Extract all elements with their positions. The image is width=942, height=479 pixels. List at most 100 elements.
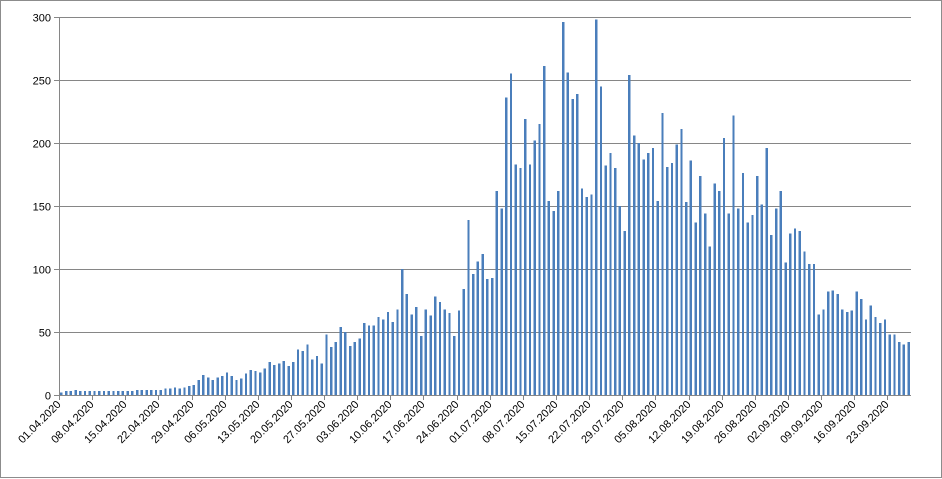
bar bbox=[197, 379, 200, 395]
bar bbox=[325, 334, 328, 395]
bar bbox=[836, 294, 839, 395]
bar bbox=[221, 376, 224, 395]
bar bbox=[609, 153, 612, 395]
bar bbox=[883, 319, 887, 395]
bar bbox=[154, 389, 158, 395]
bar bbox=[694, 222, 697, 395]
bar bbox=[410, 314, 413, 395]
bar bbox=[841, 309, 844, 395]
bar bbox=[902, 344, 906, 395]
bar bbox=[453, 335, 456, 395]
bar bbox=[415, 306, 418, 395]
bar bbox=[268, 362, 271, 395]
bar bbox=[339, 326, 342, 395]
bar bbox=[741, 173, 745, 395]
bar bbox=[448, 313, 451, 395]
bar bbox=[718, 190, 721, 395]
bar bbox=[737, 208, 740, 395]
bar bbox=[348, 345, 352, 395]
bar bbox=[803, 251, 806, 395]
bar bbox=[524, 119, 527, 395]
bar bbox=[481, 253, 484, 395]
bar bbox=[793, 228, 797, 395]
bar bbox=[547, 200, 551, 395]
bar bbox=[845, 311, 849, 395]
bar bbox=[552, 211, 555, 395]
bar bbox=[869, 305, 872, 395]
bar bbox=[651, 148, 655, 395]
bar bbox=[656, 200, 659, 395]
bar bbox=[850, 310, 854, 395]
bar bbox=[83, 391, 87, 395]
bar bbox=[666, 166, 669, 395]
y-tick-label: 200 bbox=[33, 139, 51, 151]
bar bbox=[187, 386, 191, 395]
bar bbox=[107, 391, 110, 395]
bar bbox=[888, 334, 891, 395]
gridlines bbox=[54, 17, 911, 396]
bar bbox=[812, 263, 816, 395]
bar bbox=[254, 371, 257, 395]
bar bbox=[628, 74, 631, 396]
bar bbox=[457, 310, 461, 395]
bar bbox=[855, 291, 858, 395]
y-tick-label: 0 bbox=[45, 391, 51, 403]
bar bbox=[826, 291, 830, 395]
bar bbox=[675, 144, 678, 395]
bar bbox=[467, 219, 470, 395]
bar bbox=[377, 316, 380, 395]
bar bbox=[860, 299, 863, 395]
bar bbox=[79, 391, 82, 395]
bar bbox=[121, 391, 125, 395]
bar bbox=[760, 204, 764, 395]
bar bbox=[391, 321, 394, 395]
bar bbox=[618, 206, 622, 395]
bar bbox=[429, 315, 432, 395]
bar bbox=[216, 377, 219, 395]
bar bbox=[102, 391, 106, 395]
bar bbox=[770, 234, 773, 395]
bar bbox=[150, 389, 153, 395]
bar bbox=[755, 175, 759, 395]
bar bbox=[893, 334, 896, 395]
bar bbox=[434, 296, 437, 395]
bar bbox=[315, 355, 319, 395]
bar bbox=[64, 391, 68, 395]
bar bbox=[353, 342, 357, 395]
bar bbox=[751, 214, 754, 395]
bar bbox=[400, 269, 404, 395]
bar bbox=[557, 190, 560, 395]
bar bbox=[538, 124, 541, 395]
bar bbox=[178, 388, 181, 395]
bar bbox=[637, 143, 641, 395]
bar bbox=[585, 197, 588, 395]
bar bbox=[145, 389, 148, 395]
bar bbox=[282, 360, 286, 395]
bar bbox=[533, 140, 536, 395]
bar bbox=[164, 388, 167, 395]
bar bbox=[363, 323, 366, 395]
y-tick-label: 250 bbox=[33, 76, 51, 88]
bar bbox=[831, 290, 835, 395]
bar bbox=[140, 389, 144, 395]
bar bbox=[613, 168, 617, 395]
bar bbox=[169, 388, 172, 395]
bar bbox=[632, 135, 636, 395]
bar bbox=[249, 369, 252, 395]
bar bbox=[306, 344, 309, 395]
bar bbox=[514, 164, 517, 395]
bar bbox=[699, 175, 702, 395]
bar bbox=[419, 335, 423, 395]
bar bbox=[159, 389, 162, 395]
bar bbox=[864, 319, 868, 395]
bar bbox=[386, 311, 390, 395]
bar bbox=[774, 208, 778, 395]
bar bbox=[301, 350, 304, 395]
bar bbox=[173, 387, 177, 395]
bar bbox=[661, 112, 664, 395]
bar bbox=[367, 325, 371, 395]
y-tick-label: 300 bbox=[33, 13, 51, 25]
bar bbox=[509, 73, 513, 395]
